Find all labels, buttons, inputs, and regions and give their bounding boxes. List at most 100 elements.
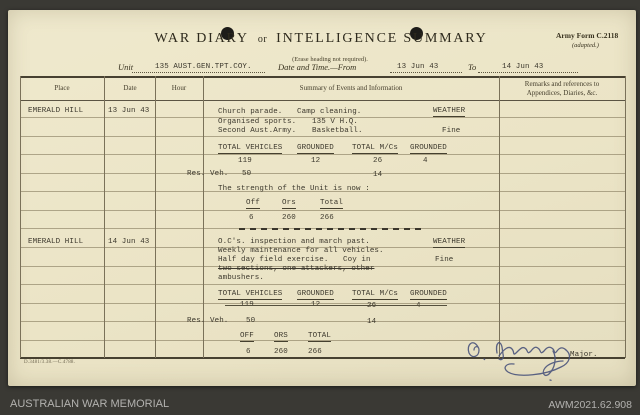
- column-divider-hour-summary: [203, 76, 204, 358]
- to-label: To: [468, 62, 477, 72]
- entry1-veh-value-mcs: 26: [373, 157, 383, 165]
- entry1-strength-value-off: 6: [249, 214, 254, 222]
- entry2-reserve-label: Res. Veh.: [187, 317, 229, 325]
- entry1-line3b: Basketball.: [312, 127, 363, 135]
- entry2-line1: O.C's. inspection and march past.: [218, 238, 370, 246]
- entry1-weather-label: WEATHER: [433, 107, 466, 117]
- entry2-veh-header-total-vehicles: TOTAL VEHICLES: [218, 290, 283, 300]
- unit-dotted-line: [132, 71, 265, 73]
- entry2-veh-value-mcs-grounded: 4: [416, 302, 421, 310]
- column-header-place: Place: [54, 84, 70, 92]
- punch-hole-icon: [410, 27, 423, 40]
- ruled-line: [20, 173, 625, 174]
- entry1-line1b: Camp cleaning.: [297, 108, 362, 116]
- entry2-veh-header-total-mcs: TOTAL M/Cs: [352, 290, 399, 300]
- entry2-reserve-vehicles: 50: [246, 317, 256, 325]
- ruled-line: [20, 210, 625, 211]
- entry1-veh-value-total: 119: [238, 157, 252, 165]
- unit-value: 135 AUST.GEN.TPT.COY.: [155, 63, 252, 71]
- ruled-line: [20, 154, 625, 155]
- page-title: WAR DIARY or INTELLIGENCE SUMMARY: [154, 31, 487, 47]
- entry2-values-strike-line: [225, 305, 447, 306]
- entry2-date: 14 Jun 43: [108, 238, 150, 246]
- entry1-veh-header-total-mcs: TOTAL M/Cs: [352, 144, 399, 154]
- entry1-strength-line: The strength of the Unit is now :: [218, 185, 370, 193]
- entry2-veh-value-mcs: 26: [367, 302, 377, 310]
- table-top-border: [20, 76, 625, 78]
- column-divider-summary-remarks: [499, 76, 500, 358]
- table-border-right: [625, 76, 626, 358]
- entry1-line1a: Church parade.: [218, 108, 283, 116]
- table-bottom-border: [20, 357, 625, 359]
- entry-separator-dashed-line: [239, 228, 421, 230]
- entry2-reserve-mcs: 14: [367, 318, 377, 326]
- entry1-strength-header-total: Total: [320, 199, 344, 209]
- title-war-diary: WAR DIARY: [154, 31, 249, 46]
- ruled-line: [20, 303, 625, 304]
- army-form-adapted: (adapted.): [572, 42, 599, 49]
- unit-label: Unit: [118, 62, 134, 72]
- column-header-remarks-line2: Appendices, Diaries, &c.: [526, 89, 598, 97]
- entry2-strength-value-total: 266: [308, 348, 322, 356]
- entry1-strength-header-off: Off: [246, 199, 260, 209]
- ruled-line: [20, 266, 625, 267]
- entry1-strength-value-ors: 260: [282, 214, 296, 222]
- column-divider-date-hour: [155, 76, 156, 358]
- date-from-dotted-line: [390, 71, 462, 73]
- date-to-dotted-line: [478, 71, 578, 73]
- entry1-line2b: 135 V H.Q.: [312, 118, 359, 126]
- entry2-line3b: Coy in: [343, 256, 371, 264]
- army-form-number: Army Form C.2118: [556, 31, 619, 40]
- ruled-line: [20, 284, 625, 285]
- entry2-strength-value-off: 6: [246, 348, 251, 356]
- entry1-veh-header-grounded: GROUNDED: [297, 144, 334, 154]
- entry1-weather-value: Fine: [442, 127, 461, 135]
- entry1-reserve-vehicles: 50: [242, 170, 252, 178]
- entry1-line3a: Second Aust.Army.: [218, 127, 297, 135]
- entry2-line5: ambushers.: [218, 274, 265, 282]
- entry2-weather-label: WEATHER: [433, 238, 466, 248]
- title-or: or: [257, 34, 268, 45]
- archive-institution-label: AUSTRALIAN WAR MEMORIAL: [10, 398, 170, 410]
- entry2-place: EMERALD HILL: [28, 238, 84, 246]
- entry2-veh-header-grounded2: GROUNDED: [410, 290, 447, 300]
- signature: [467, 342, 571, 381]
- entry1-place: EMERALD HILL: [28, 107, 84, 115]
- ruled-line: [20, 247, 625, 248]
- entry1-reserve-mcs: 14: [373, 171, 383, 179]
- table-border-left: [20, 76, 21, 358]
- entry1-date: 13 Jun 43: [108, 107, 150, 115]
- entry1-veh-value-mcs-grounded: 4: [423, 157, 428, 165]
- entry2-line3a: Half day field exercise.: [218, 256, 329, 264]
- entry1-veh-header-total-vehicles: TOTAL VEHICLES: [218, 144, 283, 154]
- column-header-hour: Hour: [171, 84, 187, 92]
- entry1-veh-header-grounded2: GROUNDED: [410, 144, 447, 154]
- entry1-veh-value-grounded: 12: [311, 157, 321, 165]
- ruled-line: [20, 191, 625, 192]
- ruled-line: [20, 136, 625, 137]
- date-from-value: 13 Jun 43: [397, 63, 439, 71]
- date-and-time-label: Date and Time.—From: [278, 62, 357, 72]
- entry2-strength-value-ors: 260: [274, 348, 288, 356]
- column-header-remarks-line1: Remarks and references to: [524, 80, 600, 88]
- entry1-strength-value-total: 266: [320, 214, 334, 222]
- form-subtitle: (Erase heading not required).: [292, 56, 368, 63]
- printer-imprint: D.3481/3.38.—C.4788.: [24, 360, 76, 365]
- entry2-strength-header-off: OFF: [240, 332, 254, 342]
- column-divider-place-date: [104, 76, 105, 358]
- entry2-weather-value: Fine: [435, 256, 454, 264]
- entry2-strength-header-total: TOTAL: [308, 332, 332, 342]
- archive-item-id: AWM2021.62.908: [548, 399, 632, 411]
- column-header-summary: Summary of Events and Information: [299, 84, 403, 92]
- ruled-line: [20, 340, 625, 341]
- column-header-date: Date: [123, 84, 137, 92]
- entry2-line2: Weekly maintenance for all vehicles.: [218, 247, 384, 255]
- title-intelligence-summary: INTELLIGENCE SUMMARY: [276, 31, 488, 46]
- punch-hole-icon: [221, 27, 234, 40]
- ruled-line: [20, 321, 625, 322]
- date-to-value: 14 Jun 43: [502, 63, 544, 71]
- entry2-veh-header-grounded: GROUNDED: [297, 290, 334, 300]
- table-header-border: [20, 100, 625, 101]
- entry1-reserve-label: Res. Veh.: [187, 170, 229, 178]
